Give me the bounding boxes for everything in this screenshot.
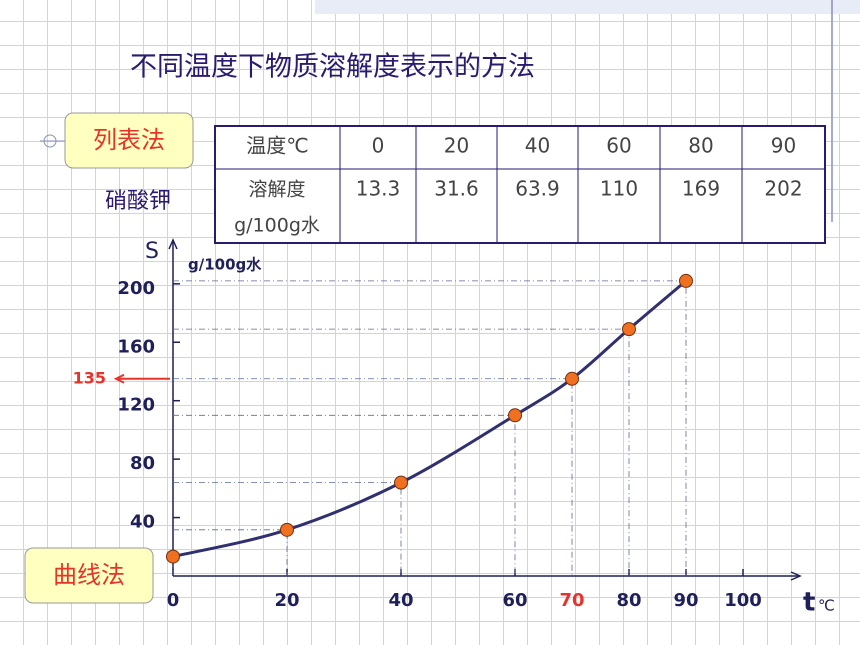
y-tick-label: 80 — [130, 453, 155, 474]
y-axis-arrow — [168, 238, 178, 250]
decor-circle — [43, 134, 57, 148]
table-cell: 110 — [600, 177, 638, 201]
x-axis-unit: ℃ — [818, 597, 835, 615]
x-tick-label: 0 — [167, 590, 180, 611]
y-tick-label: 160 — [117, 336, 155, 357]
x-tick-label: 20 — [274, 590, 299, 611]
table-cell: 169 — [682, 177, 720, 201]
x-tick-label: 100 — [724, 590, 762, 611]
table-row-label: 溶解度 — [248, 179, 305, 201]
guide-line — [173, 482, 402, 576]
table-header: 0 — [372, 134, 385, 158]
x-tick-label: 60 — [502, 590, 527, 611]
decor-band — [315, 0, 860, 14]
y-tick-label: 200 — [117, 278, 155, 299]
point — [280, 522, 294, 537]
guide-line — [173, 414, 516, 576]
slide-title: 不同温度下物质溶解度表示的方法 — [130, 52, 535, 83]
x-axis-label: t — [803, 588, 815, 618]
y-tick-label: 120 — [117, 395, 155, 416]
table-row-label: g/100g水 — [234, 215, 320, 237]
highlight-x-label: 70 — [559, 590, 584, 611]
point — [622, 322, 636, 337]
curve — [172, 279, 687, 559]
table-header: 60 — [606, 134, 631, 158]
x-tick-label: 90 — [673, 590, 698, 611]
y-axis-label: S — [145, 239, 159, 264]
table-cell: 202 — [764, 177, 802, 201]
guide-line — [173, 280, 687, 576]
substance-label: 硝酸钾 — [105, 189, 171, 214]
table-header: 90 — [771, 134, 796, 158]
table-border — [214, 125, 826, 244]
point — [679, 273, 693, 288]
table-header: 80 — [688, 134, 713, 158]
method-box — [64, 112, 194, 169]
table-cell: 31.6 — [434, 177, 479, 201]
method-label: 曲线法 — [53, 561, 125, 589]
method-label: 列表法 — [93, 126, 165, 154]
guide-line — [173, 378, 573, 576]
method-box — [24, 547, 154, 604]
point — [166, 549, 180, 564]
x-tick-label: 80 — [616, 590, 641, 611]
y-axis-unit: g/100g水 — [188, 256, 262, 274]
table-header: 20 — [444, 134, 469, 158]
point — [508, 408, 522, 423]
highlight-y-label: 135 — [73, 368, 106, 387]
guide-line — [173, 328, 630, 576]
x-tick-label: 40 — [388, 590, 413, 611]
point — [394, 475, 408, 490]
table-header: 40 — [525, 134, 550, 158]
table-header: 温度℃ — [246, 134, 308, 158]
table-cell: 63.9 — [515, 177, 560, 201]
x-axis-arrow — [790, 571, 802, 581]
table-cell: 13.3 — [356, 177, 401, 201]
highlight-arrowhead — [113, 373, 125, 384]
y-tick-label: 40 — [130, 512, 155, 533]
point — [565, 371, 579, 386]
